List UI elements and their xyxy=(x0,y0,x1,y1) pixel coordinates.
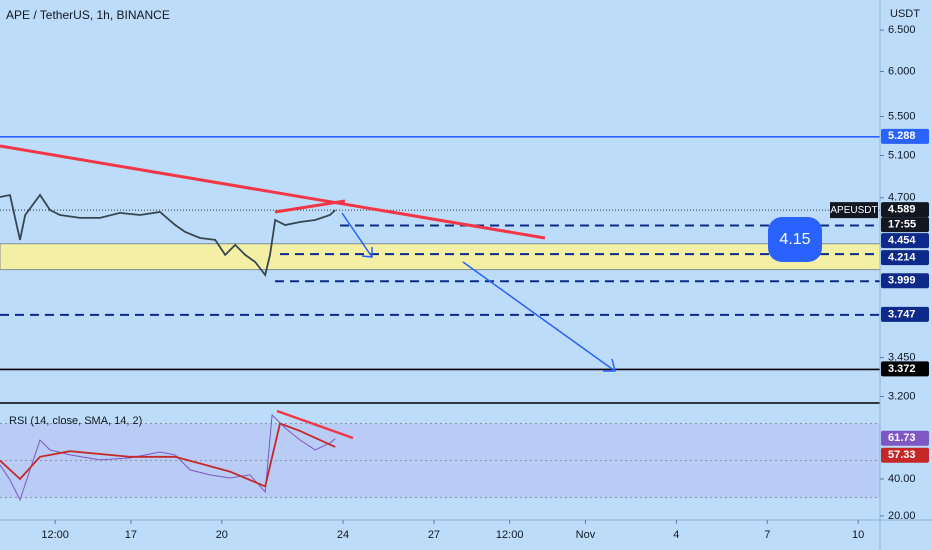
x-tick-label: 12:00 xyxy=(496,529,524,541)
price-label-bg xyxy=(881,202,929,218)
price-label-bg xyxy=(881,217,929,233)
y-tick-label: 20.00 xyxy=(888,510,916,522)
price-label: 3.747 xyxy=(888,308,916,320)
x-tick-label: Nov xyxy=(576,529,596,541)
series-line xyxy=(0,422,336,488)
price-label-bg xyxy=(881,306,929,322)
y-tick-label: 4.700 xyxy=(888,192,916,204)
price-label-bg xyxy=(881,447,929,463)
y-tick-label: 40.00 xyxy=(888,473,916,485)
y-tick-label: 3.450 xyxy=(888,352,916,364)
y-tick-label: 6.000 xyxy=(888,65,916,77)
symbol-tag xyxy=(830,202,878,219)
drawings: 4.15 xyxy=(0,144,822,440)
price-label: 3.372 xyxy=(888,363,916,375)
rsi-trend-line xyxy=(276,409,354,440)
x-tick-label: 27 xyxy=(428,529,440,541)
price-label: 4.589 xyxy=(888,204,916,216)
price-label: 3.999 xyxy=(888,275,916,287)
price-label-bg xyxy=(881,273,929,289)
x-tick-label: 4 xyxy=(673,529,679,541)
price-label-bg xyxy=(881,361,929,377)
x-tick-label: 24 xyxy=(337,529,349,541)
arrow xyxy=(341,212,373,258)
symbol: APEUSDT xyxy=(830,205,877,216)
series-line xyxy=(0,193,336,278)
x-tick-label: 7 xyxy=(764,529,770,541)
y-tick-label: 5.100 xyxy=(888,149,916,161)
price-label-bg xyxy=(881,128,929,144)
price-label-bg xyxy=(881,430,929,446)
price-label: 4.214 xyxy=(888,252,916,264)
series-line xyxy=(0,413,336,502)
y-tick-label: 5.500 xyxy=(888,110,916,122)
price-label-bg xyxy=(881,233,929,249)
price-label: 5.288 xyxy=(888,130,916,142)
y-tick-label: 3.200 xyxy=(888,390,916,402)
trend-line xyxy=(0,144,546,240)
price-label: 61.73 xyxy=(888,432,916,444)
y-tick-label: 6.500 xyxy=(888,24,916,36)
arrow xyxy=(462,261,616,372)
annotation-bubble xyxy=(768,217,822,262)
zone-layer xyxy=(0,243,881,498)
x-tick-label: 20 xyxy=(216,529,228,541)
price-label: 4.454 xyxy=(888,235,916,247)
rsi-title: RSI (14, close, SMA, 14, 2) xyxy=(9,415,142,427)
axis-layer: 6.500 6.000 5.500 5.100 4.700 3.450 3.200 12:00… xyxy=(41,24,929,541)
series-layer xyxy=(0,193,336,502)
x-tick-label: 12:00 xyxy=(41,529,69,541)
axis-unit: USDT xyxy=(890,8,920,20)
arrow-head xyxy=(361,247,373,258)
price-label: 57.33 xyxy=(888,449,916,461)
annotation: 4.15 xyxy=(779,231,810,248)
arrow-head xyxy=(603,358,616,372)
trend-line xyxy=(274,199,346,214)
zone xyxy=(0,243,881,271)
price-label-bg xyxy=(881,250,929,266)
x-tick-label: 10 xyxy=(852,529,864,541)
chart-title: APE / TetherUS, 1h, BINANCE xyxy=(6,8,170,22)
x-tick-label: 17 xyxy=(125,529,137,541)
price-label: 17:55 xyxy=(888,219,916,231)
